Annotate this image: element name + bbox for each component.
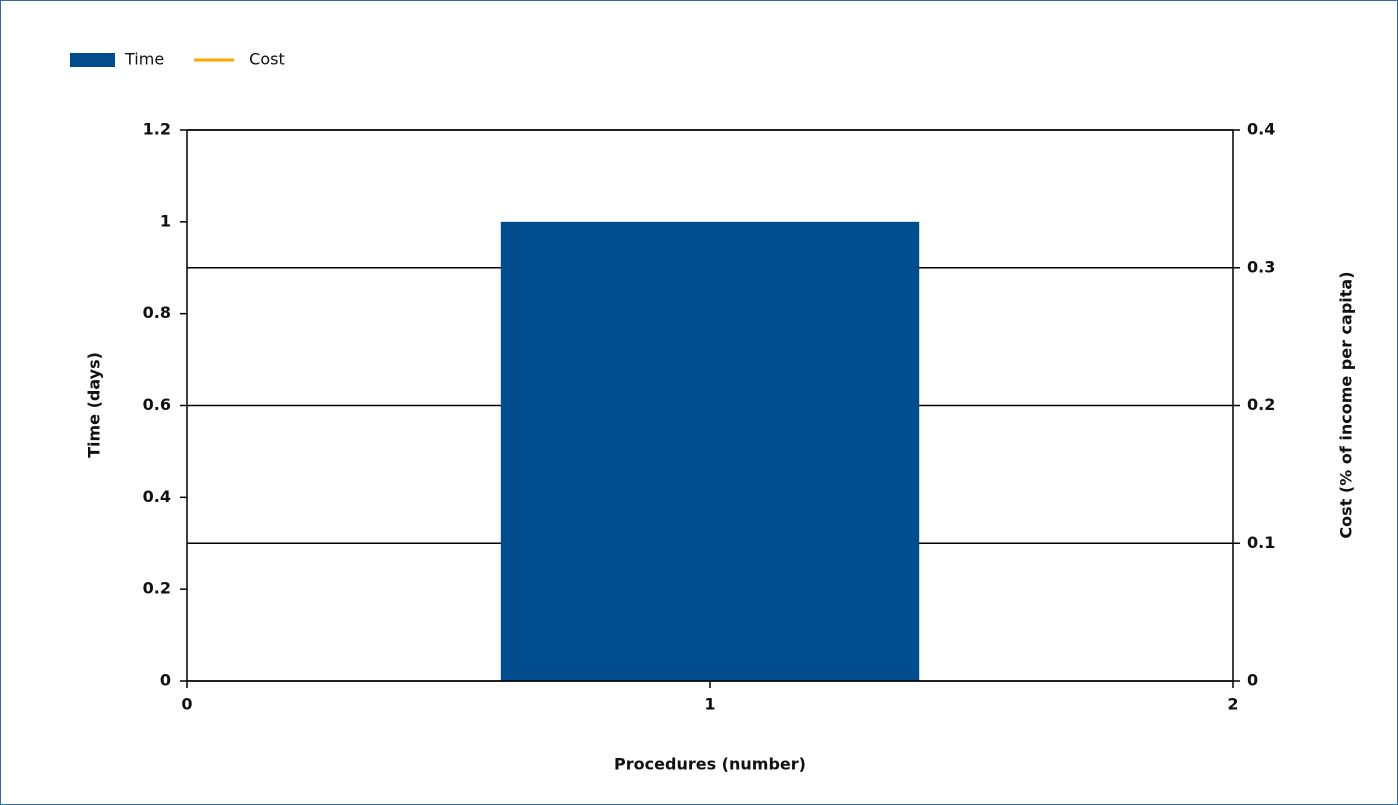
y-tick-label: 1 — [160, 211, 171, 230]
bar — [500, 221, 920, 682]
legend-label: Time — [124, 50, 164, 69]
y-tick-label: 0.8 — [143, 303, 171, 322]
y2-tick-label: 0.1 — [1247, 533, 1275, 552]
y-tick-label: 0.2 — [143, 579, 171, 598]
y2-tick-label: 0.3 — [1247, 257, 1275, 276]
x-tick-label: 1 — [704, 695, 715, 714]
y2-tick-label: 0.4 — [1247, 120, 1275, 139]
y-axis-title: Time (days) — [85, 352, 104, 458]
y2-axis-title: Cost (% of income per capita) — [1337, 271, 1356, 538]
y-tick-label: 1.2 — [143, 120, 171, 139]
legend-swatch — [70, 53, 115, 67]
y2-tick-label: 0 — [1247, 671, 1258, 690]
y-tick-label: 0 — [160, 671, 171, 690]
x-tick-label: 0 — [181, 695, 192, 714]
legend-label: Cost — [249, 50, 285, 69]
y2-tick-label: 0.2 — [1247, 395, 1275, 414]
x-tick-label: 2 — [1227, 695, 1238, 714]
y-tick-label: 0.4 — [143, 487, 171, 506]
x-axis-title: Procedures (number) — [614, 755, 806, 774]
y-tick-label: 0.6 — [143, 395, 171, 414]
